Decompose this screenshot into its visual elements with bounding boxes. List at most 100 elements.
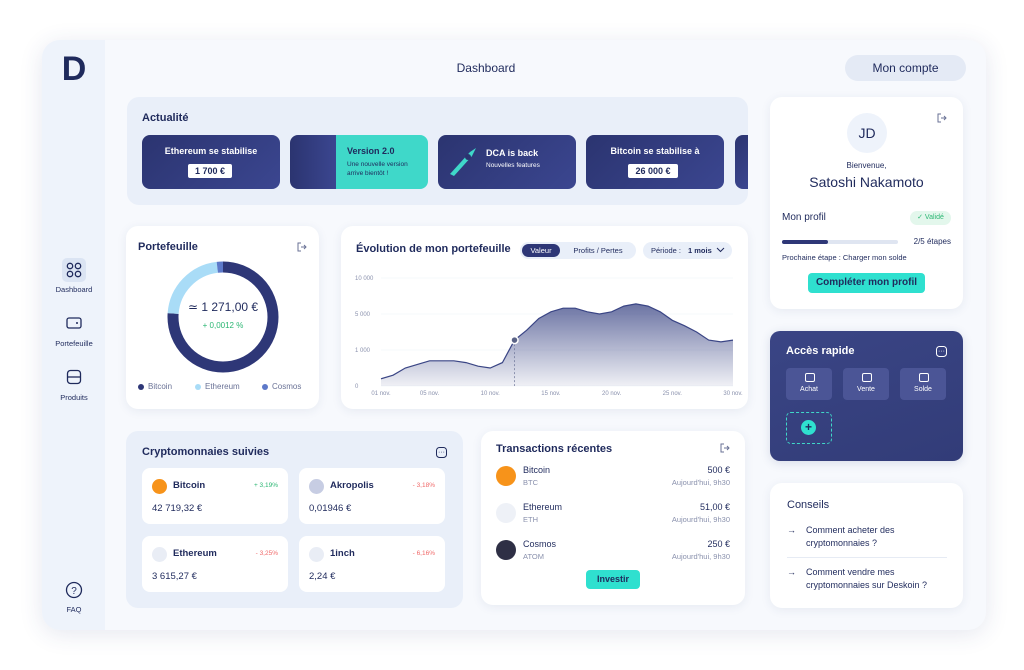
welcome-text: Bienvenue, bbox=[846, 161, 887, 170]
profile-section: Mon profil bbox=[782, 212, 826, 223]
crypto-icon bbox=[152, 547, 167, 562]
chevron bbox=[716, 247, 725, 253]
tx-symbol: BTC bbox=[523, 478, 538, 487]
wallet-title: Portefeuille bbox=[138, 241, 198, 253]
crypto-change: - 6,16% bbox=[412, 550, 435, 557]
crypto-name: Akropolis bbox=[330, 480, 374, 491]
news-card-partial[interactable] bbox=[735, 135, 748, 189]
news-card-text: Une nouvelle version arrive bientôt ! bbox=[347, 161, 408, 177]
nav-icon-active bbox=[62, 258, 86, 282]
quick-label: Vente bbox=[857, 386, 875, 393]
tab[interactable]: Profits / Pertes bbox=[573, 246, 623, 255]
wallet-total: ≃ 1 271,00 € bbox=[187, 300, 259, 314]
x-tick-label: 30 nov. bbox=[723, 391, 743, 397]
tx-amount: 500 € bbox=[707, 465, 730, 475]
nav-label[interactable]: Portefeuille bbox=[55, 339, 93, 348]
quick-icon bbox=[862, 373, 872, 382]
news-card[interactable] bbox=[142, 135, 280, 189]
crypto-card[interactable] bbox=[299, 468, 445, 524]
tx-date: Aujourd'hui, 9h30 bbox=[671, 478, 730, 487]
donut-segment bbox=[167, 261, 279, 373]
y-tick-label: 1 000 bbox=[355, 348, 371, 354]
tip-link[interactable]: Comment vendre mes cryptomonnaies sur De… bbox=[806, 567, 928, 590]
add-icon: + bbox=[801, 420, 816, 435]
tx-symbol: ATOM bbox=[523, 552, 544, 561]
crypto-change: + 3,19% bbox=[253, 482, 278, 489]
period-select[interactable] bbox=[643, 242, 732, 259]
logout-icon[interactable] bbox=[937, 113, 947, 123]
logout-icon[interactable] bbox=[720, 443, 730, 453]
nav-label[interactable]: Dashboard bbox=[55, 285, 93, 294]
crypto-icon bbox=[309, 547, 324, 562]
followed-title: Cryptomonnaies suivies bbox=[142, 446, 270, 458]
quick-label: Solde bbox=[914, 386, 932, 393]
news-card-text: Nouvelles features bbox=[486, 162, 540, 169]
svg-text:?: ? bbox=[71, 586, 77, 597]
tip-link[interactable]: Comment acheter des cryptomonnaies ? bbox=[806, 525, 895, 548]
tx-name: Ethereum bbox=[523, 502, 563, 512]
evolution-chart: 0 1 000 5 000 10 000 01 nov. 05 nov. 10 nov. 15… bbox=[355, 276, 743, 397]
news-card-title: Ethereum se stabilise bbox=[164, 146, 258, 156]
avatar[interactable]: JD bbox=[847, 113, 887, 153]
tx-name: Cosmos bbox=[523, 539, 557, 549]
status-text: Validé bbox=[924, 214, 944, 221]
status-badge: ✓ Validé bbox=[910, 211, 951, 225]
tx-icon bbox=[496, 466, 516, 486]
news-card[interactable] bbox=[586, 135, 724, 189]
progress-steps: 2/5 étapes bbox=[913, 237, 951, 246]
crypto-icon bbox=[309, 479, 324, 494]
tips-title: Conseils bbox=[787, 499, 830, 511]
legend-dot bbox=[262, 384, 268, 390]
arrow-icon: → bbox=[787, 567, 796, 577]
invest-button[interactable]: Investir bbox=[586, 570, 640, 589]
hover-point[interactable] bbox=[510, 335, 519, 345]
quick-title: Accès rapide bbox=[786, 345, 855, 357]
nav-label[interactable]: FAQ bbox=[66, 605, 82, 614]
rocket-illustration bbox=[450, 148, 476, 176]
crypto-card[interactable] bbox=[142, 468, 288, 524]
more-icon[interactable]: ··· bbox=[936, 346, 947, 357]
legend-dot bbox=[138, 384, 144, 390]
x-tick-label: 05 nov. bbox=[420, 391, 440, 397]
x-tick-label: 10 nov. bbox=[481, 391, 501, 397]
crypto-name: Ethereum bbox=[173, 548, 217, 559]
tx-symbol: ETH bbox=[523, 515, 538, 524]
divider bbox=[787, 557, 947, 558]
y-tick-label: 5 000 bbox=[355, 312, 371, 318]
nav-label[interactable]: Produits bbox=[60, 393, 88, 402]
logo[interactable]: D bbox=[61, 50, 87, 88]
tab-active[interactable]: Valeur bbox=[522, 244, 560, 257]
tx-icon bbox=[496, 503, 516, 523]
y-tick-label: 0 bbox=[355, 384, 359, 390]
x-tick-label: 01 nov. bbox=[371, 391, 391, 397]
period-label: Période : bbox=[651, 246, 682, 255]
quick-label: Achat bbox=[800, 386, 818, 393]
progress-fill bbox=[782, 240, 829, 244]
svg-text:···: ··· bbox=[938, 348, 945, 355]
news-card-title: Bitcoin se stabilise à bbox=[610, 146, 700, 156]
next-step: Prochaine étape : Charger mon solde bbox=[782, 253, 907, 262]
crypto-change: - 3,18% bbox=[412, 482, 435, 489]
wallet-card bbox=[126, 226, 319, 409]
add-action[interactable] bbox=[786, 412, 832, 444]
y-tick-label: 10 000 bbox=[355, 276, 374, 282]
crypto-card[interactable] bbox=[142, 536, 288, 592]
crypto-change: - 3,25% bbox=[255, 550, 278, 557]
page-title: Dashboard bbox=[456, 61, 516, 75]
crypto-price: 42 719,32 € bbox=[152, 503, 203, 514]
news-card[interactable] bbox=[290, 135, 428, 189]
complete-profile-button[interactable]: Compléter mon profil bbox=[808, 273, 925, 293]
crypto-price: 2,24 € bbox=[309, 571, 336, 582]
crypto-card[interactable] bbox=[299, 536, 445, 592]
progress-track bbox=[782, 240, 898, 244]
logout-icon[interactable] bbox=[297, 242, 307, 252]
transactions-title: Transactions récentes bbox=[496, 443, 613, 455]
legend-label: Cosmos bbox=[272, 382, 302, 391]
legend-dot bbox=[195, 384, 201, 390]
more-icon[interactable]: ··· bbox=[436, 447, 447, 458]
crypto-price: 0,01946 € bbox=[309, 503, 352, 514]
x-tick-label: 25 nov. bbox=[663, 391, 683, 397]
account-button[interactable]: Mon compte bbox=[845, 55, 966, 81]
icon-dashboard bbox=[66, 262, 82, 278]
